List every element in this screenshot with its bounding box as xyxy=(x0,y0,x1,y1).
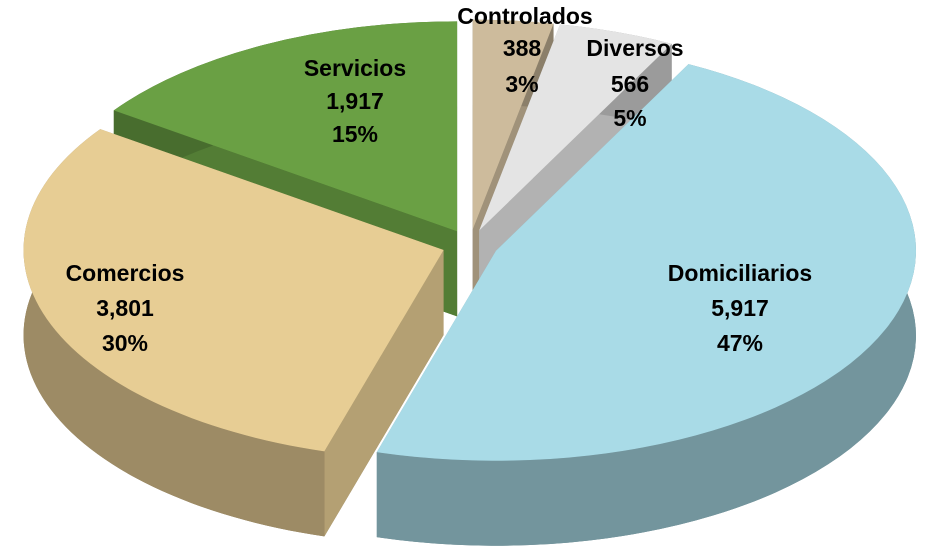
percent-label: 15% xyxy=(332,121,378,147)
slice-top xyxy=(113,21,458,232)
slice-label: Servicios xyxy=(304,55,406,81)
slice-top xyxy=(472,19,554,230)
value-label: 1,917 xyxy=(326,88,384,114)
slice-top xyxy=(479,24,672,231)
value-label: 388 xyxy=(503,35,542,61)
value-label: 3,801 xyxy=(96,295,154,321)
slice xyxy=(376,64,916,546)
slice-label: Diversos xyxy=(586,35,683,61)
value-label: 566 xyxy=(611,71,649,97)
slice-label: Comercios xyxy=(66,260,185,286)
percent-label: 3% xyxy=(505,71,538,97)
slice-top xyxy=(23,129,444,452)
slice-outer-wall xyxy=(23,129,325,537)
slice-label: Controlados xyxy=(457,3,592,29)
percent-label: 5% xyxy=(613,105,646,131)
percent-label: 30% xyxy=(102,330,148,356)
slice-outer-wall xyxy=(376,64,916,546)
percent-label: 47% xyxy=(717,330,763,356)
slice-label: Domiciliarios xyxy=(668,260,812,286)
value-label: 5,917 xyxy=(711,295,769,321)
slice xyxy=(23,129,444,537)
slice-top xyxy=(376,64,916,461)
